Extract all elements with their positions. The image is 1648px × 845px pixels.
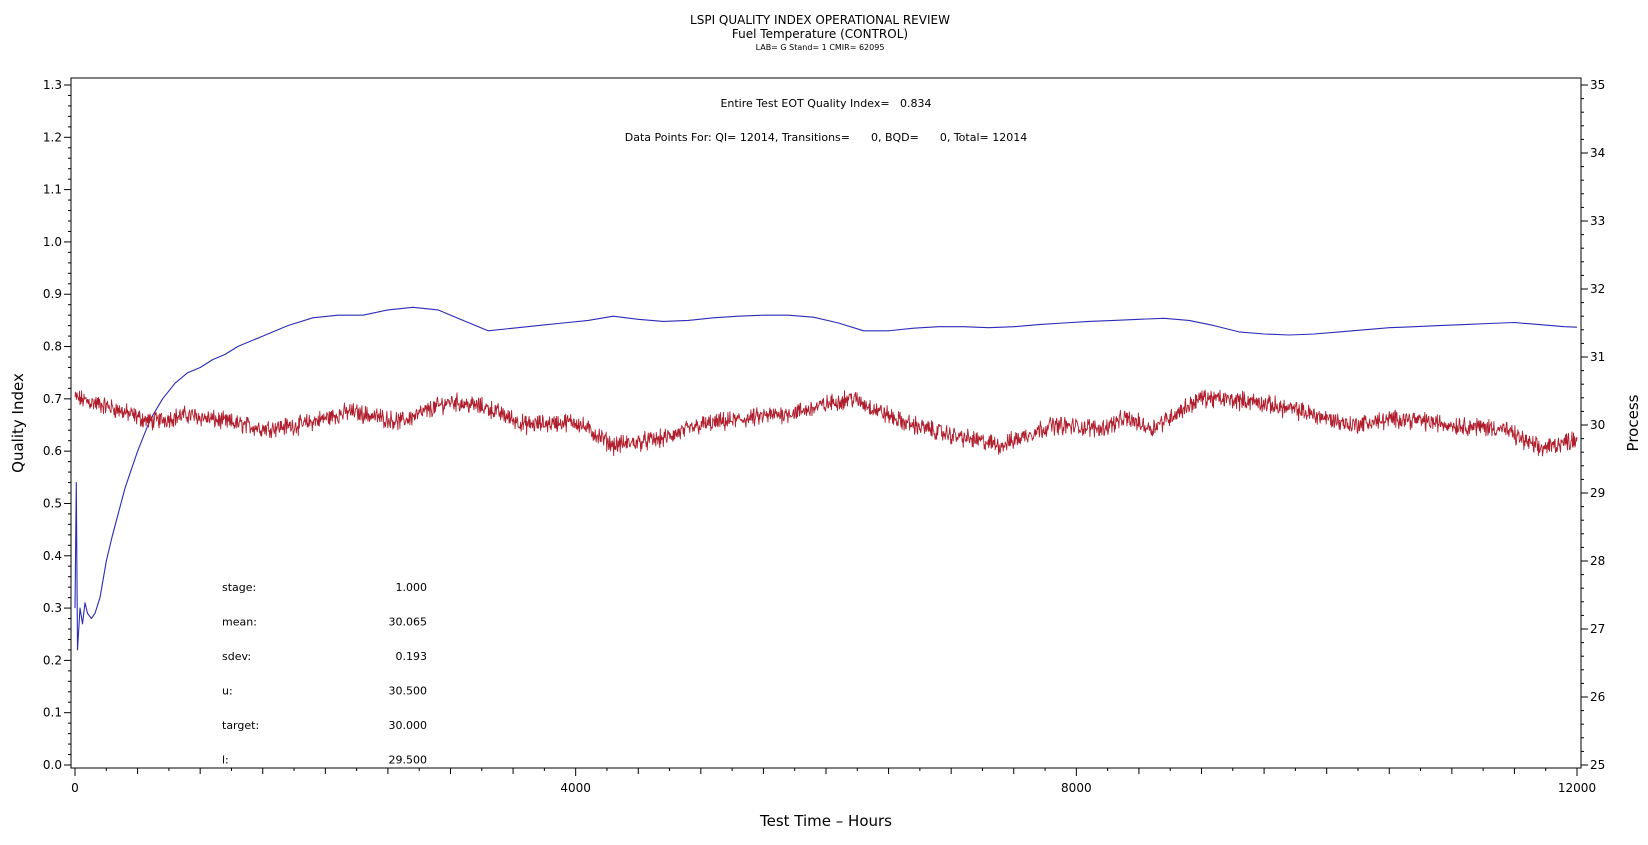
y-axis-left-title: Quality Index [9, 373, 27, 473]
y-left-tick-label: 0.5 [43, 496, 62, 510]
y-left-tick-label: 1.0 [43, 235, 62, 249]
y-left-tick-label: 0.3 [43, 601, 62, 615]
y-right-tick-label: 34 [1590, 146, 1605, 160]
chart-subtitle: Fuel Temperature (CONTROL) [732, 27, 908, 41]
y-right-tick-label: 32 [1590, 282, 1605, 296]
stat-value: 0.193 [396, 650, 428, 663]
x-tick-label: 4000 [560, 781, 591, 795]
stat-label: mean: [222, 616, 257, 629]
stat-value: 30.065 [389, 616, 428, 629]
stat-value: 30.500 [389, 685, 428, 698]
y-axis-left: 0.0 0.1 0.2 0.3 0.4 0.5 0.6 0.7 0.8 0.9 1.0 1.1 1.2 1… [43, 78, 71, 772]
y-right-tick-label: 26 [1590, 690, 1605, 704]
stat-label: u: [222, 685, 233, 698]
y-left-tick-label: 1.3 [43, 78, 62, 92]
x-axis-title: Test Time – Hours [759, 812, 892, 830]
chart-subtitle-lab: LAB= G Stand= 1 CMIR= 62095 [756, 43, 885, 52]
stat-label: stage: [222, 581, 256, 594]
y-left-tick-label: 0.4 [43, 549, 62, 563]
y-left-tick-label: 0.6 [43, 444, 62, 458]
series-layer [74, 306, 1578, 651]
y-right-tick-label: 30 [1590, 418, 1605, 432]
stats-table: stage: 1.000 mean: 30.065 sdev: 0.193 u: 30.500… [222, 581, 427, 767]
y-right-tick-label: 33 [1590, 214, 1605, 228]
quality-index-series-line [74, 306, 1578, 651]
y-axis-right: 25 26 27 28 29 30 31 32 33 34 35 [1581, 78, 1605, 772]
y-left-tick-label: 0.7 [43, 392, 62, 406]
y-right-tick-label: 25 [1590, 758, 1605, 772]
y-right-tick-label: 31 [1590, 350, 1605, 364]
y-right-tick-label: 27 [1590, 622, 1605, 636]
stat-value: 30.000 [389, 719, 428, 732]
y-left-tick-label: 1.2 [43, 130, 62, 144]
y-left-tick-label: 1.1 [43, 183, 62, 197]
y-left-tick-label: 0.8 [43, 340, 62, 354]
stat-value: 29.500 [389, 754, 428, 767]
y-right-tick-label: 29 [1590, 486, 1605, 500]
y-right-tick-label: 28 [1590, 554, 1605, 568]
stat-label: l: [222, 754, 229, 767]
y-left-tick-label: 0.0 [43, 758, 62, 772]
stat-label: target: [222, 719, 259, 732]
stat-value: 1.000 [396, 581, 428, 594]
eot-quality-index-annotation: Entire Test EOT Quality Index= 0.834 [720, 97, 931, 110]
y-left-tick-label: 0.2 [43, 653, 62, 667]
x-axis: 0 4000 8000 12000 [71, 768, 1596, 795]
data-points-annotation: Data Points For: QI= 12014, Transitions=… [625, 131, 1027, 144]
stat-label: sdev: [222, 650, 251, 663]
y-left-tick-label: 0.1 [43, 706, 62, 720]
process-series-line [74, 389, 1578, 457]
y-left-tick-label: 0.9 [43, 287, 62, 301]
x-tick-label: 8000 [1061, 781, 1092, 795]
x-tick-label: 0 [71, 781, 79, 795]
y-right-tick-label: 35 [1590, 78, 1605, 92]
x-tick-label: 12000 [1558, 781, 1596, 795]
y-axis-right-title: Process [1624, 394, 1642, 451]
chart-title: LSPI QUALITY INDEX OPERATIONAL REVIEW [690, 13, 950, 27]
